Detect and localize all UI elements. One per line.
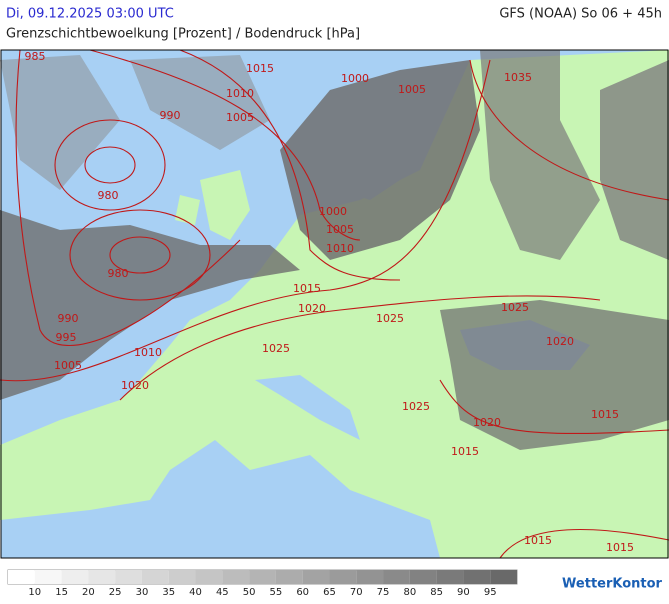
legend-tick-label: 45 [216, 587, 229, 598]
legend-tick-label: 70 [350, 587, 363, 598]
map [0, 49, 669, 559]
legend-swatch [61, 570, 89, 584]
legend-swatch [141, 570, 169, 584]
isobar-label: 1020 [298, 302, 326, 315]
isobar-label: 1020 [546, 335, 574, 348]
isobar-label: 1010 [226, 87, 254, 100]
legend-swatch [168, 570, 196, 584]
legend-tick-label: 15 [55, 587, 68, 598]
legend-swatch [409, 570, 437, 584]
legend-swatch [115, 570, 142, 584]
legend-swatch [436, 570, 464, 584]
legend-swatch [356, 570, 384, 584]
isobar-label: 1025 [376, 312, 404, 325]
brand: WetterKontor [562, 577, 663, 592]
legend-tick-label: 80 [403, 587, 416, 598]
legend-tick-label: 10 [28, 587, 41, 598]
model-run: GFS (NOAA) So 06 + 45h [499, 7, 662, 22]
legend-tick-label: 75 [377, 587, 390, 598]
legend-swatch [88, 570, 116, 584]
isobar-label: 985 [25, 50, 46, 63]
isobar-label: 1025 [402, 400, 430, 413]
isobar-label: 1010 [326, 242, 354, 255]
isobar-label: 1015 [524, 534, 552, 547]
legend-tick-label: 25 [109, 587, 122, 598]
legend-swatch [490, 570, 517, 584]
legend-swatch [195, 570, 223, 584]
legend-swatch [302, 570, 330, 584]
isobar-label: 1015 [591, 408, 619, 421]
isobar-label: 990 [160, 109, 181, 122]
isobar-label: 1015 [606, 541, 634, 554]
legend-swatch [8, 570, 35, 584]
legend-tick-label: 35 [162, 587, 175, 598]
isobar-label: 1000 [341, 72, 369, 85]
legend-tick-label: 95 [484, 587, 497, 598]
isobar-label: 1005 [54, 359, 82, 372]
legend-swatch [383, 570, 410, 584]
legend-tick-label: 55 [270, 587, 283, 598]
isobar-label: 980 [98, 189, 119, 202]
isobar-label: 1015 [451, 445, 479, 458]
legend-tick-label: 30 [136, 587, 149, 598]
isobar-label: 1015 [293, 282, 321, 295]
legend-swatch [275, 570, 303, 584]
legend-swatch [329, 570, 357, 584]
legend-tick-label: 85 [430, 587, 443, 598]
isobar-label: 1010 [134, 346, 162, 359]
isobar-label: 1025 [262, 342, 290, 355]
isobar-label: 990 [58, 312, 79, 325]
legend-swatch [34, 570, 62, 584]
legend-swatch [222, 570, 250, 584]
isobar-label: 1000 [319, 205, 347, 218]
legend-swatch [463, 570, 491, 584]
legend-tick-label: 50 [243, 587, 256, 598]
isobar-label: 1015 [246, 62, 274, 75]
isobar-label: 980 [108, 267, 129, 280]
isobar-label: 1005 [226, 111, 254, 124]
isobar-label: 1020 [473, 416, 501, 429]
legend-swatch [249, 570, 276, 584]
isobar-label: 1005 [398, 83, 426, 96]
legend-tick-label: 40 [189, 587, 202, 598]
legend-tick-label: 20 [82, 587, 95, 598]
isobar-label: 1025 [501, 301, 529, 314]
legend-tick-label: 65 [323, 587, 336, 598]
title: Grenzschichtbewoelkung [Prozent] / Boden… [6, 27, 360, 42]
isobar-label: 1005 [326, 223, 354, 236]
legend-tick-label: 60 [296, 587, 309, 598]
isobar-label: 1035 [504, 71, 532, 84]
legend-tick-label: 90 [457, 587, 470, 598]
isobar-label: 995 [56, 331, 77, 344]
datetime: Di, 09.12.2025 03:00 UTC [6, 7, 174, 22]
isobar-label: 1020 [121, 379, 149, 392]
